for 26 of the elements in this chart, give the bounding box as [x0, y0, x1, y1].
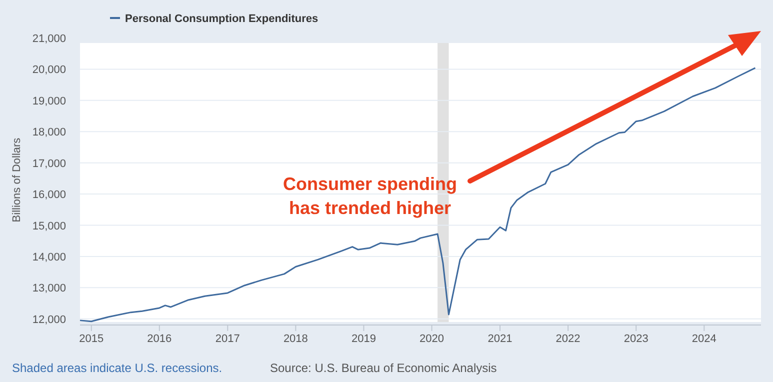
y-tick-label: 16,000: [32, 189, 66, 202]
y-tick-label: 13,000: [32, 282, 66, 295]
y-tick-label: 17,000: [32, 158, 66, 170]
text: Shaded areas indicate U.S. recessions.: [12, 361, 222, 375]
y-axis-title: Billions of Dollars: [11, 137, 23, 222]
line-series: [79, 67, 756, 322]
x-tick-label: 2024: [692, 333, 716, 345]
x-tick-label: 2019: [351, 333, 376, 345]
y-tick-label: 19,000: [32, 95, 66, 108]
x-tick-label: 2021: [488, 333, 512, 345]
y-tick-label: 12,000: [32, 314, 66, 326]
x-tick-label: 2020: [420, 333, 444, 345]
x-tick-label: 2016: [147, 333, 172, 345]
y-tick-label: 21,000: [32, 33, 66, 45]
source-note: Source: U.S. Bureau of Economic Analysis: [270, 361, 497, 375]
y-tick-label: 20,000: [32, 64, 66, 76]
legend-label: Personal Consumption Expenditures: [125, 13, 318, 25]
x-tick-label: 2018: [283, 333, 308, 345]
x-tick-label: 2023: [624, 333, 648, 345]
x-tick-label: 2022: [556, 333, 580, 345]
y-tick-label: 18,000: [32, 126, 66, 139]
x-tick-label: 2015: [79, 333, 104, 345]
x-tick-label: 2017: [215, 333, 240, 345]
y-tick-label: 14,000: [32, 251, 66, 264]
y-tick-label: 15,000: [32, 220, 66, 232]
annotation: Consumer spending has trended higher: [282, 174, 458, 218]
